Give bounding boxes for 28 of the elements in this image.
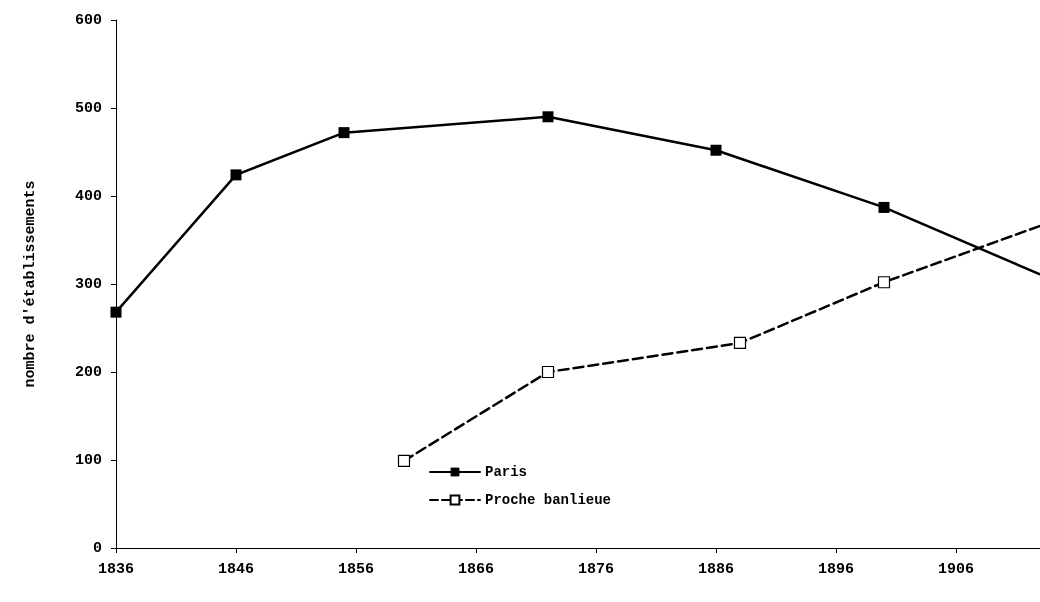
y-tick-label: 400 [74, 187, 102, 205]
point [710, 144, 722, 156]
y-tick-label: 0 [92, 539, 102, 557]
legend-label: Paris [484, 464, 528, 480]
y-tick-label: 300 [74, 275, 102, 293]
x-tick-label: 1896 [817, 561, 855, 578]
point [230, 169, 242, 181]
y-axis-title: nombre d'établissements [22, 180, 39, 388]
x-tick-label: 1886 [697, 561, 735, 578]
point [878, 201, 890, 213]
legend-label: Proche banlieue [484, 492, 612, 508]
point [877, 276, 891, 289]
x-tick-label: 1856 [337, 561, 375, 578]
y-tick-label: 500 [74, 99, 102, 117]
point [338, 127, 350, 139]
point [542, 111, 554, 123]
x-tick-label: 1876 [577, 561, 615, 578]
point [397, 454, 411, 467]
y-tick-label: 200 [74, 363, 102, 381]
point [541, 365, 555, 379]
y-tick-label: 600 [74, 11, 102, 29]
point [733, 336, 747, 350]
y-tick-label: 100 [74, 451, 102, 469]
x-tick-label: 1866 [457, 561, 495, 578]
x-tick-label: 1836 [97, 561, 135, 578]
x-tick-label: 1906 [937, 561, 975, 578]
x-tick-label: 1846 [217, 561, 255, 578]
point [110, 306, 122, 318]
